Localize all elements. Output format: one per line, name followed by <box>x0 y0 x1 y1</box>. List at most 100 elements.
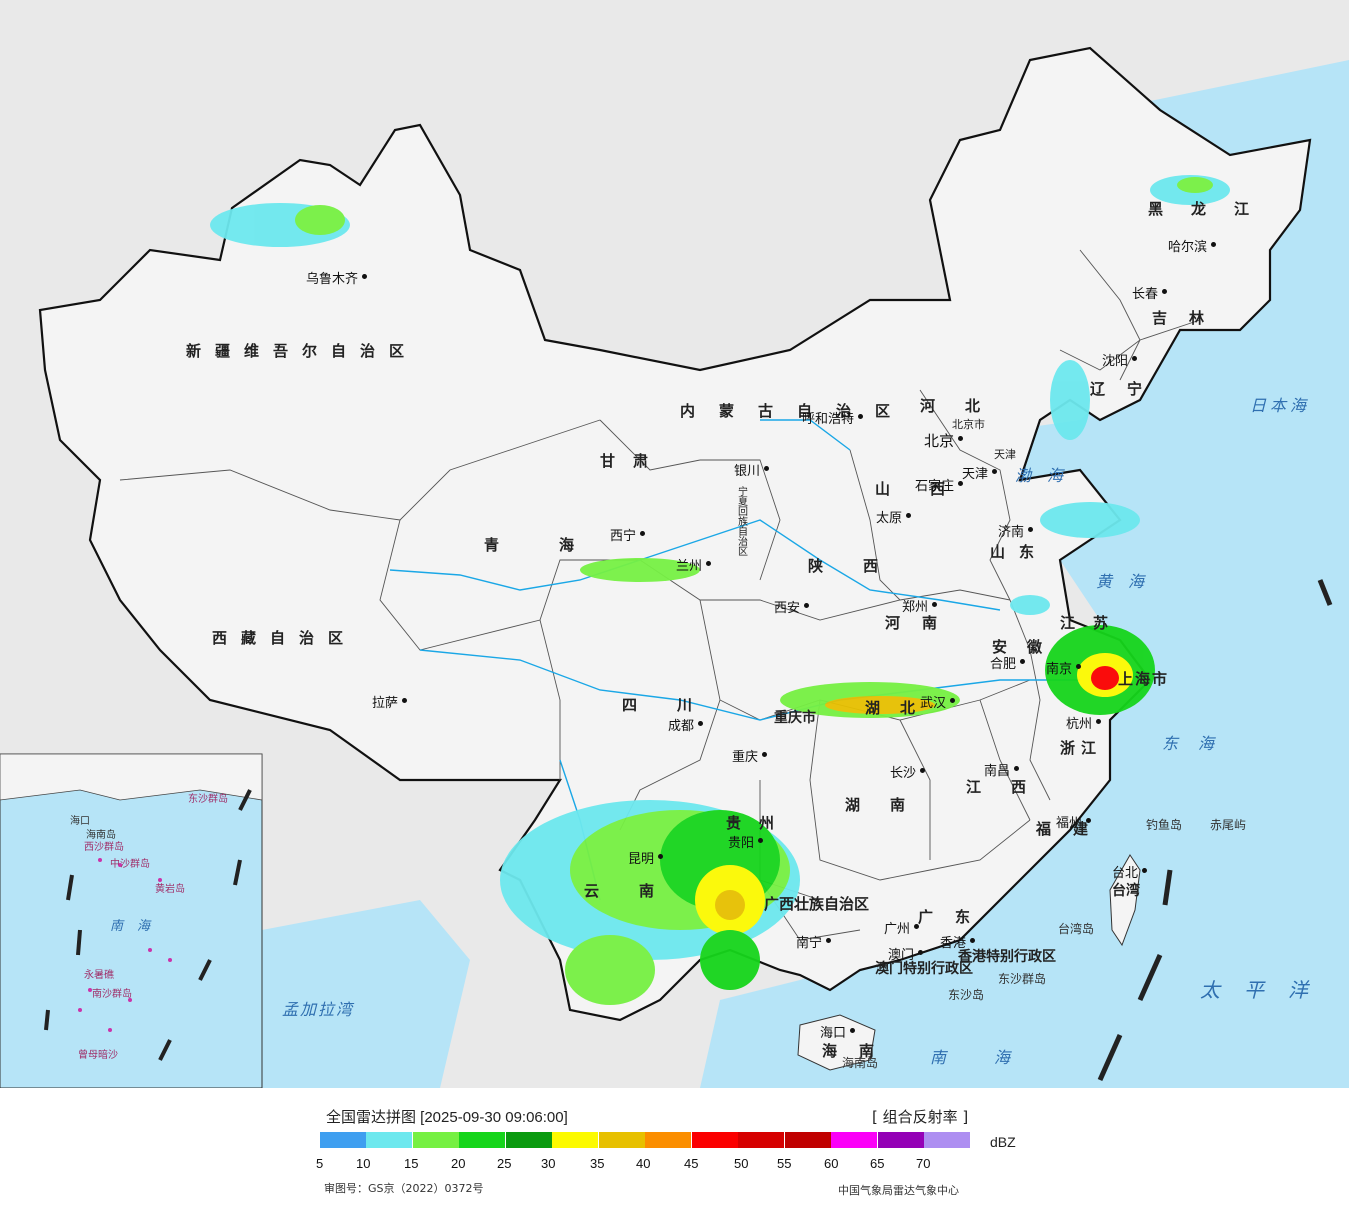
legend-value: 45 <box>684 1156 699 1171</box>
legend-title: 全国雷达拼图 [2025-09-30 09:06:00] <box>326 1109 568 1126</box>
sea-label: 太平洋 <box>1200 978 1332 1002</box>
legend-product: [ 组合反射率 ] <box>872 1108 969 1126</box>
province-label: 河南 <box>885 614 960 632</box>
province-label: 四川 <box>622 696 733 714</box>
island-label: 台湾岛 <box>1058 922 1095 936</box>
inset-label: 海口 <box>70 816 90 827</box>
island-label: 赤尾屿 <box>1210 818 1247 832</box>
inset-label: 海南岛 <box>86 830 116 841</box>
city-label: 武汉 <box>920 692 956 711</box>
radar-echoes <box>0 175 1230 1005</box>
city-label: 香港 <box>940 932 976 951</box>
legend-value: 65 <box>870 1156 885 1171</box>
city-label: 西安 <box>774 597 810 616</box>
legend-value: 25 <box>497 1156 512 1171</box>
inset-label: 中沙群岛 <box>110 859 150 870</box>
city-label: 重庆 <box>732 746 768 765</box>
city-label: 南昌 <box>984 760 1020 779</box>
city-label: 昆明 <box>628 848 664 867</box>
province-label: 宁夏回族自治区 <box>738 487 748 558</box>
inset-label: 曾母暗沙 <box>78 1050 118 1061</box>
legend-value: 70 <box>916 1156 931 1171</box>
color-swatch <box>599 1132 645 1148</box>
legend-value: 10 <box>356 1156 371 1171</box>
legend-value: 55 <box>777 1156 792 1171</box>
city-label: 台北 <box>1112 862 1148 881</box>
ocean <box>700 60 1349 1088</box>
legend-value: 30 <box>541 1156 556 1171</box>
bay-of-bengal <box>262 900 470 1088</box>
color-swatch <box>738 1132 784 1148</box>
color-swatch <box>645 1132 691 1148</box>
color-swatch <box>552 1132 598 1148</box>
city-label: 长沙 <box>890 762 926 781</box>
inset-label: 东沙群岛 <box>188 794 228 805</box>
city-label: 杭州 <box>1066 713 1102 732</box>
province-label: 上海市 <box>1118 670 1170 688</box>
city-label: 沈阳 <box>1102 350 1138 369</box>
province-label: 山东 <box>990 543 1049 561</box>
province-label: 新疆维吾尔自治区 <box>186 342 419 360</box>
city-label: 南京 <box>1046 658 1082 677</box>
agency-name: 中国气象局雷达气象中心 <box>838 1184 959 1197</box>
city-label: 南宁 <box>796 932 832 951</box>
color-swatch <box>506 1132 552 1148</box>
province-label: 海南 <box>822 1042 897 1060</box>
legend-value: 40 <box>636 1156 651 1171</box>
province-label: 贵州 <box>726 814 793 832</box>
city-label: 合肥 <box>990 653 1026 672</box>
legend-value: 60 <box>824 1156 839 1171</box>
color-swatch <box>785 1132 831 1148</box>
city-label: 广州 <box>884 918 920 937</box>
radar-map[interactable]: 新疆维吾尔自治区 西藏自治区 青海 甘肃 内蒙古自治区 黑龙江 吉林 辽宁 河北… <box>0 0 1349 1088</box>
taiwan-island <box>1109 854 1141 947</box>
legend-value: 35 <box>590 1156 605 1171</box>
province-label: 山西 <box>875 480 986 498</box>
city-label: 西宁 <box>610 525 646 544</box>
province-label: 湖南 <box>845 796 936 814</box>
color-swatch <box>413 1132 459 1148</box>
legend-value: 5 <box>316 1156 324 1171</box>
province-label: 天津 <box>994 448 1016 461</box>
province-label: 江西 <box>966 778 1057 796</box>
legend-panel: 全国雷达拼图 [2025-09-30 09:06:00] [ 组合反射率 ] d… <box>0 1088 1349 1208</box>
province-label: 陕西 <box>808 557 919 575</box>
city-label: 澳门 <box>888 944 924 963</box>
inset-label: 西沙群岛 <box>84 842 124 853</box>
color-swatch <box>320 1132 366 1148</box>
island-label: 海南岛 <box>842 1056 879 1070</box>
city-label: 长春 <box>1132 283 1168 302</box>
legend-value: 50 <box>734 1156 749 1171</box>
city-label: 济南 <box>998 521 1034 540</box>
inset-label: 永暑礁 <box>84 970 114 981</box>
province-label: 江苏 <box>1060 614 1127 632</box>
province-label: 黑龙江 <box>1148 200 1278 218</box>
city-label: 福州 <box>1056 812 1092 831</box>
legend-value: 20 <box>451 1156 466 1171</box>
province-label: 安徽 <box>992 638 1063 656</box>
color-swatch <box>878 1132 924 1148</box>
city-label: 天津 <box>962 463 998 482</box>
sea-label: 南海 <box>930 1048 1059 1067</box>
province-label: 湖北 <box>865 699 936 717</box>
province-label: 辽宁 <box>1090 380 1165 398</box>
province-label: 广西壮族自治区 <box>764 895 870 913</box>
inset-label: 黄岩岛 <box>155 884 185 895</box>
province-label: 香港特别行政区 <box>958 949 1056 965</box>
china-mainland <box>38 46 1312 1022</box>
city-label: 石家庄 <box>915 475 964 494</box>
province-label: 甘肃 <box>600 452 667 470</box>
city-label: 乌鲁木齐 <box>306 268 368 287</box>
legend-unit: dBZ <box>990 1134 1016 1150</box>
province-label: 台湾 <box>1112 883 1140 899</box>
city-label: 郑州 <box>902 596 938 615</box>
sea-label: 日本海 <box>1250 396 1311 415</box>
legend-value: 15 <box>404 1156 419 1171</box>
sea-label: 东海 <box>1162 734 1235 753</box>
sea-label: 渤海 <box>1015 466 1080 485</box>
province-label: 重庆市 <box>774 710 816 726</box>
city-label: 呼和浩特 <box>802 408 864 427</box>
color-swatch <box>459 1132 505 1148</box>
sea-label: 黄海 <box>1096 572 1161 591</box>
province-label: 浙江 <box>1060 739 1103 757</box>
